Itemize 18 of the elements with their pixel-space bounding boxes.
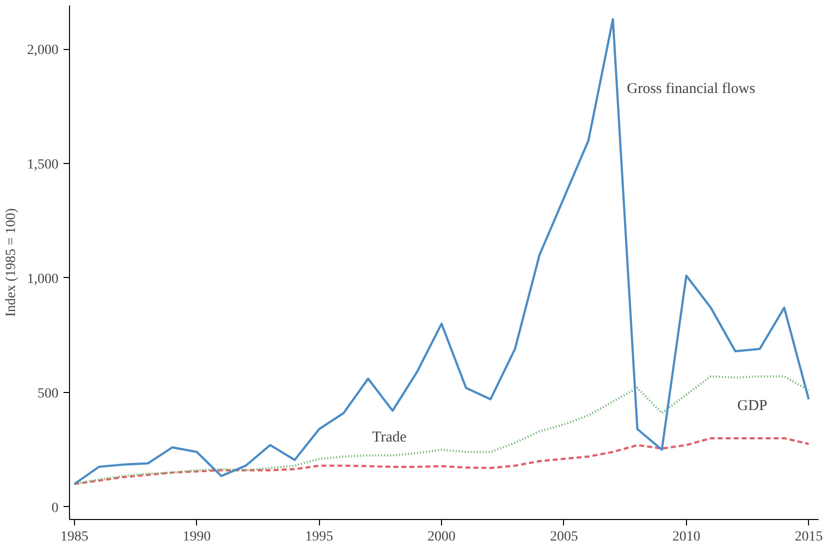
x-tick-label: 2000 xyxy=(428,530,456,543)
x-tick-label: 2010 xyxy=(672,530,700,543)
x-tick-label: 1985 xyxy=(60,530,88,543)
y-tick-label: 2,000 xyxy=(27,43,58,58)
y-tick-label: 0 xyxy=(52,500,58,516)
series-label: Gross financial flows xyxy=(626,81,756,98)
x-tick-label: 2005 xyxy=(550,530,578,543)
y-axis-title: Index (1985 = 100) xyxy=(4,208,19,317)
x-tick-label: 1990 xyxy=(182,530,211,543)
line-series xyxy=(73,375,810,486)
line-series xyxy=(73,18,810,486)
y-tick-label: 1,500 xyxy=(27,157,58,172)
x-tick-label: 2015 xyxy=(794,530,823,543)
y-tick-label: 1,000 xyxy=(27,272,58,287)
x-tick-label: 1995 xyxy=(305,530,334,543)
y-tick-label: 500 xyxy=(38,386,58,402)
series-label: Trade xyxy=(372,429,407,446)
series-label: GDP xyxy=(737,398,768,414)
